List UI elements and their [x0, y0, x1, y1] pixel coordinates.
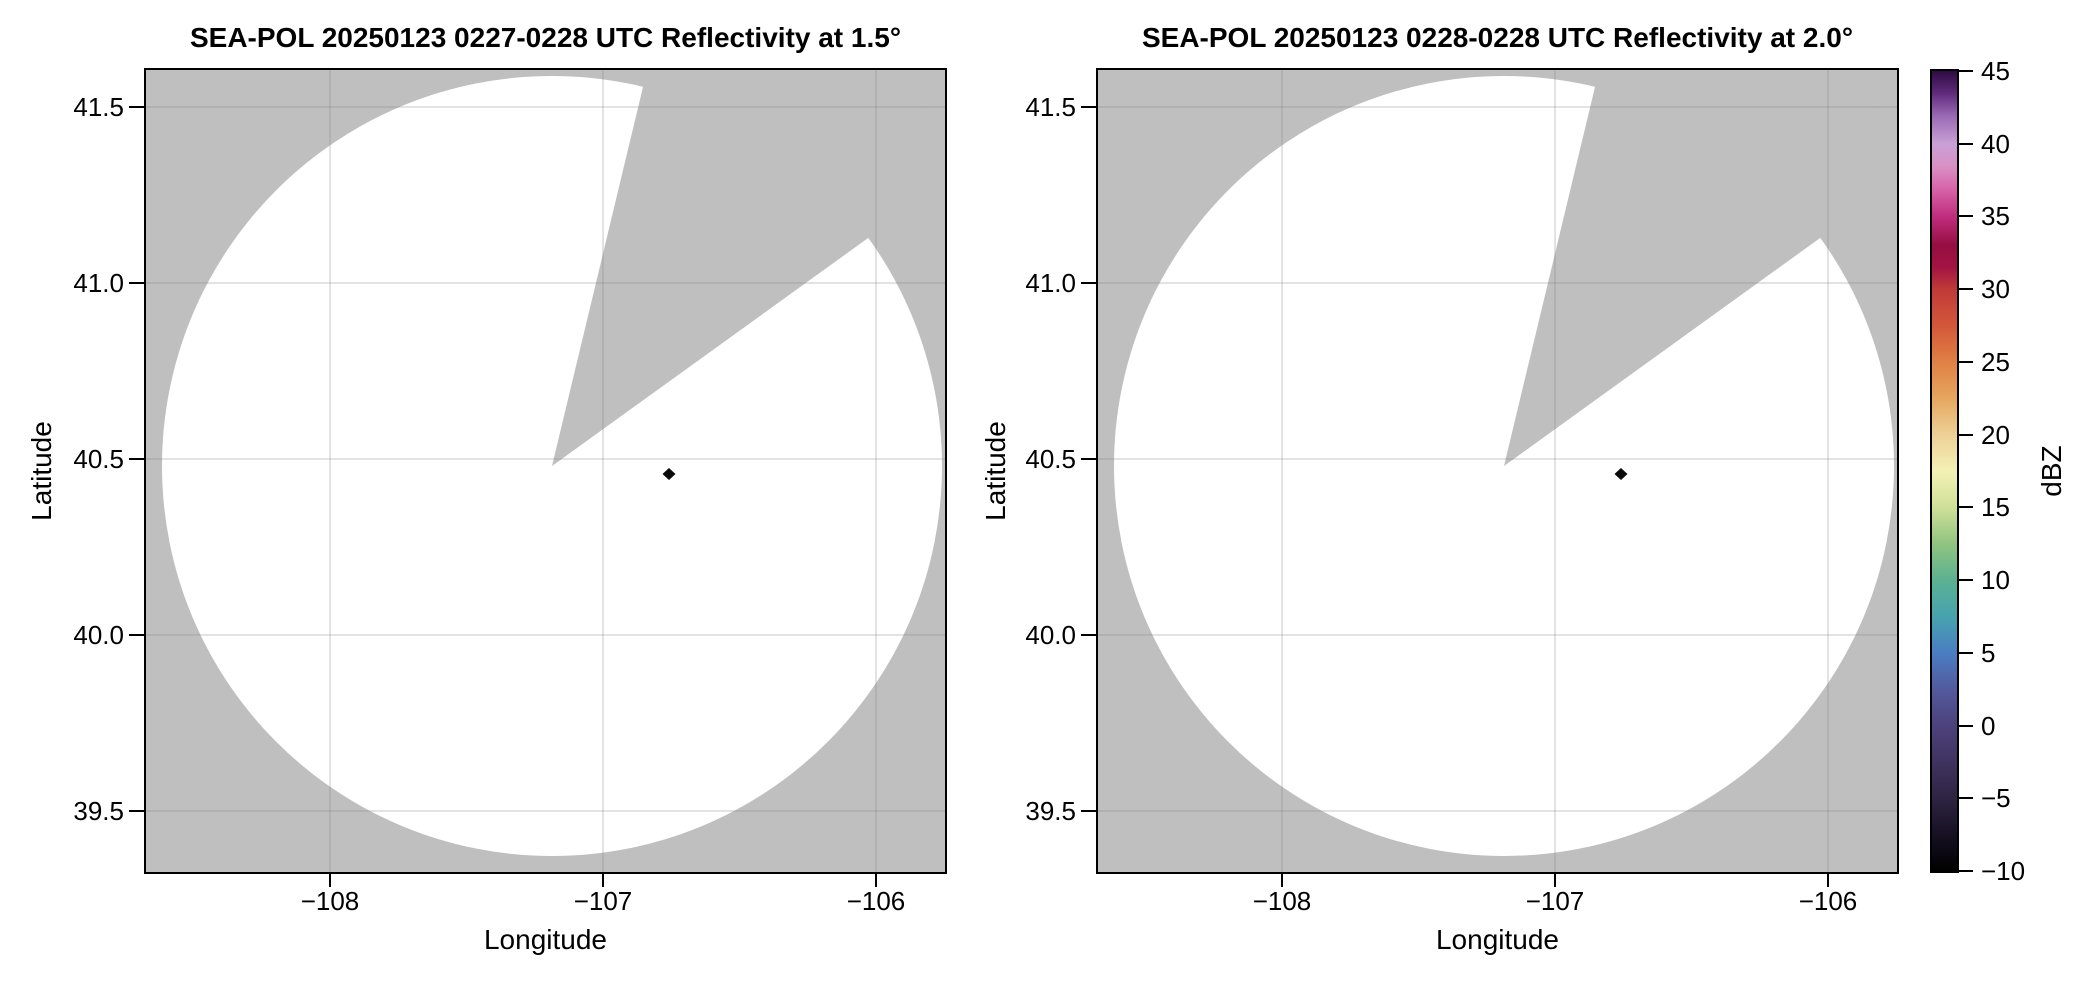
radar-ppi-plot-right: [1098, 70, 1897, 872]
x-tick-mark: [602, 872, 604, 887]
y-tick-label: 39.5: [73, 796, 124, 826]
colorbar-tick-label: 35: [1981, 201, 2010, 231]
x-axis-label-right: Longitude: [1435, 924, 1559, 955]
x-tick-mark: [1827, 872, 1829, 887]
colorbar-tick-label: 10: [1981, 565, 2010, 595]
colorbar-tick-mark: [1957, 797, 1973, 799]
y-tick-label: 39.5: [1025, 796, 1076, 826]
y-tick-label: 40.5: [1025, 444, 1076, 474]
no-data-wedge: [1504, 70, 1878, 466]
colorbar-tick-mark: [1957, 215, 1973, 217]
echo-marker: [1614, 468, 1628, 480]
gridlines: [1098, 70, 1897, 872]
colorbar-tick-label: 0: [1981, 711, 1996, 741]
colorbar-tick-mark: [1957, 70, 1973, 72]
y-tick-label: 41.5: [1025, 92, 1076, 122]
y-tick-mark: [1081, 810, 1096, 812]
y-tick-label: 40.5: [73, 444, 124, 474]
y-tick-mark: [129, 282, 144, 284]
plot-area-left: [144, 68, 947, 874]
colorbar-tick-label: 15: [1981, 492, 2010, 522]
x-tick-label: −106: [1798, 886, 1858, 916]
colorbar-tick-label: 40: [1981, 129, 2010, 159]
colorbar-tick-mark: [1957, 361, 1973, 363]
x-tick-mark: [875, 872, 877, 887]
x-tick-label: −107: [573, 886, 633, 916]
y-axis-label-left: Latitude: [26, 421, 57, 521]
y-tick-label: 40.0: [73, 620, 124, 650]
x-axis-label-left: Longitude: [483, 924, 607, 955]
x-tick-label: −106: [846, 886, 906, 916]
y-tick-mark: [1081, 282, 1096, 284]
y-axis-label-right: Latitude: [980, 421, 1011, 521]
colorbar-tick-mark: [1957, 434, 1973, 436]
colorbar-tick-label: 25: [1981, 347, 2010, 377]
x-tick-mark: [329, 872, 331, 887]
colorbar-tick-mark: [1957, 288, 1973, 290]
colorbar-tick-label: −10: [1981, 856, 2026, 886]
y-tick-label: 41.0: [1025, 268, 1076, 298]
y-tick-mark: [129, 810, 144, 812]
colorbar-tick-label: 20: [1981, 420, 2010, 450]
colorbar-tick-mark: [1957, 143, 1973, 145]
colorbar: [1930, 69, 1959, 873]
colorbar-tick-mark: [1957, 652, 1973, 654]
panel-title-right: SEA-POL 20250123 0228-0228 UTC Reflectiv…: [1141, 22, 1854, 53]
colorbar-tick-mark: [1957, 725, 1973, 727]
x-tick-mark: [1281, 872, 1283, 887]
plot-area-right: [1096, 68, 1899, 874]
panel-title-left: SEA-POL 20250123 0227-0228 UTC Reflectiv…: [189, 22, 902, 53]
colorbar-tick-label: −5: [1981, 783, 2011, 813]
y-tick-label: 41.5: [73, 92, 124, 122]
colorbar-tick-mark: [1957, 579, 1973, 581]
x-tick-label: −108: [1252, 886, 1312, 916]
y-tick-mark: [1081, 106, 1096, 108]
y-tick-mark: [129, 634, 144, 636]
echo-marker: [662, 468, 676, 480]
x-tick-label: −108: [300, 886, 360, 916]
gridlines: [146, 70, 945, 872]
x-tick-mark: [1554, 872, 1556, 887]
radar-ppi-plot-left: [146, 70, 945, 872]
colorbar-tick-label: 5: [1981, 638, 1996, 668]
colorbar-axis-label: dBZ: [2036, 445, 2067, 497]
colorbar-tick-label: 45: [1981, 56, 2010, 86]
y-tick-mark: [129, 458, 144, 460]
y-tick-mark: [1081, 458, 1096, 460]
colorbar-tick-mark: [1957, 870, 1973, 872]
colorbar-tick-mark: [1957, 506, 1973, 508]
y-tick-label: 41.0: [73, 268, 124, 298]
x-tick-label: −107: [1525, 886, 1585, 916]
y-tick-label: 40.0: [1025, 620, 1076, 650]
y-tick-mark: [1081, 634, 1096, 636]
colorbar-tick-label: 30: [1981, 274, 2010, 304]
no-data-wedge: [552, 70, 926, 466]
y-tick-mark: [129, 106, 144, 108]
